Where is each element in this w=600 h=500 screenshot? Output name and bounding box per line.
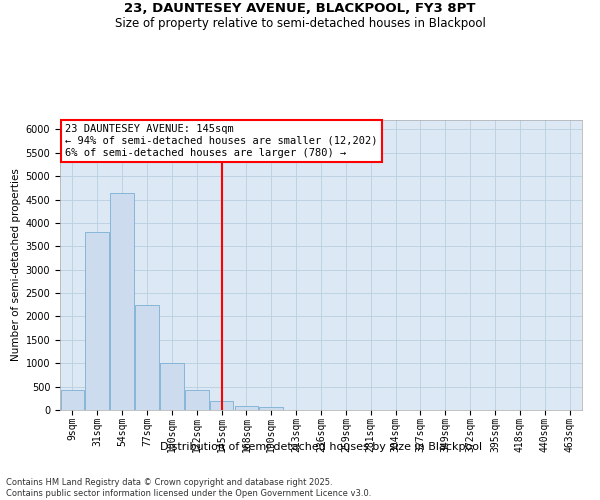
Bar: [85, 232, 109, 410]
Text: Contains HM Land Registry data © Crown copyright and database right 2025.
Contai: Contains HM Land Registry data © Crown c…: [6, 478, 371, 498]
Bar: [210, 400, 233, 410]
Text: 23, DAUNTESEY AVENUE, BLACKPOOL, FY3 8PT: 23, DAUNTESEY AVENUE, BLACKPOOL, FY3 8PT: [124, 2, 476, 16]
Bar: [135, 305, 159, 410]
Text: 23 DAUNTESEY AVENUE: 145sqm
← 94% of semi-detached houses are smaller (12,202)
6: 23 DAUNTESEY AVENUE: 145sqm ← 94% of sem…: [65, 124, 378, 158]
Y-axis label: Number of semi-detached properties: Number of semi-detached properties: [11, 168, 22, 362]
Bar: [235, 406, 258, 410]
Bar: [110, 192, 134, 410]
Bar: [160, 363, 184, 410]
Bar: [259, 407, 283, 410]
Bar: [61, 390, 84, 410]
Bar: [185, 390, 209, 410]
Text: Size of property relative to semi-detached houses in Blackpool: Size of property relative to semi-detach…: [115, 18, 485, 30]
Text: Distribution of semi-detached houses by size in Blackpool: Distribution of semi-detached houses by …: [160, 442, 482, 452]
